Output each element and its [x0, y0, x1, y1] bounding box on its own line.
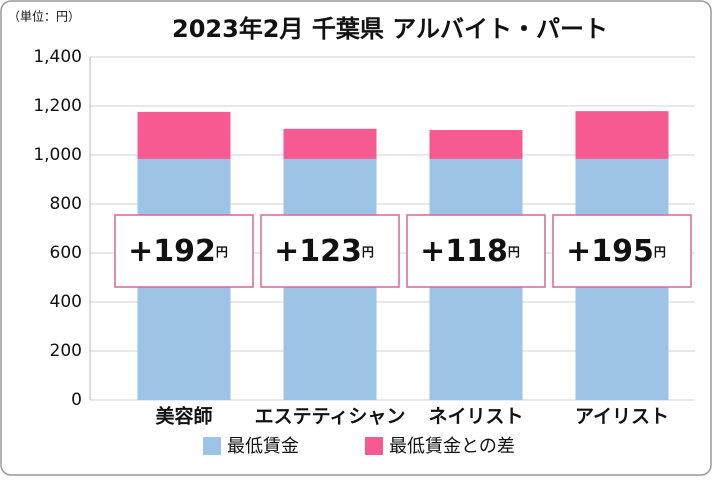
x-tick-label: 美容師 [155, 405, 212, 428]
data-label-value: +192 [128, 234, 216, 269]
label-box [552, 214, 692, 288]
x-tick-label: ネイリスト [428, 406, 523, 428]
y-tick-label: 1,000 [33, 145, 82, 165]
bar-segment [575, 111, 669, 159]
bar-segment [429, 130, 523, 159]
label-box [260, 214, 400, 288]
legend-label: 最低賃金との差 [389, 436, 515, 457]
legend-label: 最低賃金 [227, 436, 299, 457]
data-label-unit: 円 [654, 245, 666, 259]
y-tick-label: 600 [50, 243, 82, 263]
bar-segment [137, 111, 231, 159]
data-label: +118円 [420, 234, 520, 269]
y-tick-label: 400 [50, 292, 82, 312]
x-tick-label: エステティシャン [255, 406, 406, 428]
chart-title: 2023年2月 千葉県 アルバイト・パート [172, 15, 608, 43]
label-box [114, 214, 254, 288]
y-tick-label: 1,400 [33, 47, 82, 67]
y-tick-label: 0 [71, 390, 82, 410]
data-label-unit: 円 [216, 245, 228, 259]
y-tick-label: 800 [50, 194, 82, 214]
data-label: +195円 [566, 234, 666, 269]
data-label: +123円 [274, 234, 374, 269]
unit-note: （単位：円） [8, 9, 80, 24]
x-tick-label: アイリスト [575, 406, 669, 428]
data-label-value: +123 [274, 234, 362, 269]
data-label: +192円 [128, 234, 228, 269]
y-tick-label: 1,200 [33, 96, 82, 116]
data-label-value: +118 [420, 234, 508, 269]
data-label-unit: 円 [508, 245, 520, 259]
data-label-value: +195 [566, 234, 654, 269]
label-box [406, 214, 546, 288]
data-label-unit: 円 [362, 245, 374, 259]
legend-swatch [365, 437, 383, 455]
y-tick-label: 200 [50, 341, 82, 361]
legend-swatch [203, 437, 221, 455]
bar-segment [283, 128, 377, 159]
